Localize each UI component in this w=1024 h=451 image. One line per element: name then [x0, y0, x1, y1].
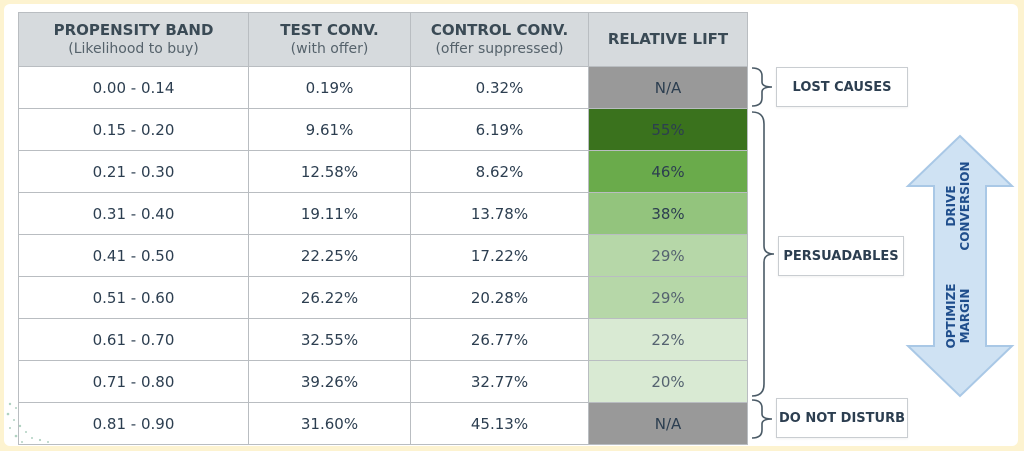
band-cell: 0.15 - 0.20 [18, 108, 249, 151]
test-conv-cell: 19.11% [248, 192, 411, 235]
decorative-dots [6, 402, 49, 443]
control-conv-cell: 8.62% [410, 150, 589, 193]
band-cell: 0.31 - 0.40 [18, 192, 249, 235]
arrow-label-drive-conversion: DRIVE CONVERSION [944, 156, 976, 256]
test-conv-cell: 12.58% [248, 150, 411, 193]
test-conv-cell: 26.22% [248, 276, 411, 319]
test-conv-cell: 22.25% [248, 234, 411, 277]
control-conv-cell: 20.28% [410, 276, 589, 319]
segment-label-lost-causes: LOST CAUSES [776, 67, 908, 107]
table-row: 0.51 - 0.60 26.22% 20.28% 29% [18, 276, 748, 319]
control-conv-cell: 0.32% [410, 66, 589, 109]
band-cell: 0.21 - 0.30 [18, 150, 249, 193]
test-conv-cell: 32.55% [248, 318, 411, 361]
test-conv-cell: 9.61% [248, 108, 411, 151]
header-subtitle: (with offer) [290, 40, 369, 57]
segment-text: LOST CAUSES [792, 79, 892, 95]
table-row: 0.21 - 0.30 12.58% 8.62% 46% [18, 150, 748, 193]
relative-lift-cell: 55% [588, 108, 748, 151]
relative-lift-cell: 22% [588, 318, 748, 361]
brace-do-not-disturb [751, 399, 773, 439]
header-test-conv: TEST CONV. (with offer) [248, 12, 411, 67]
segment-label-do-not-disturb: DO NOT DISTURB [776, 398, 908, 438]
relative-lift-cell: 29% [588, 276, 748, 319]
band-cell: 0.61 - 0.70 [18, 318, 249, 361]
relative-lift-cell: 20% [588, 360, 748, 403]
band-cell: 0.00 - 0.14 [18, 66, 249, 109]
relative-lift-cell: N/A [588, 66, 748, 109]
double-arrow-icon [905, 134, 1015, 398]
relative-lift-cell: 29% [588, 234, 748, 277]
band-cell: 0.71 - 0.80 [18, 360, 249, 403]
relative-lift-cell: 38% [588, 192, 748, 235]
header-title: TEST CONV. [280, 20, 379, 39]
control-conv-cell: 13.78% [410, 192, 589, 235]
relative-lift-cell: 46% [588, 150, 748, 193]
arrow-text-line: OPTIMIZE [944, 283, 958, 349]
table-row: 0.61 - 0.70 32.55% 26.77% 22% [18, 318, 748, 361]
brace-lost-causes [751, 67, 773, 107]
table-row: 0.81 - 0.90 31.60% 45.13% N/A [18, 402, 748, 445]
table-row: 0.00 - 0.14 0.19% 0.32% N/A [18, 66, 748, 109]
arrow-text-line: DRIVE [944, 185, 958, 227]
table-row: 0.15 - 0.20 9.61% 6.19% 55% [18, 108, 748, 151]
band-cell: 0.41 - 0.50 [18, 234, 249, 277]
header-subtitle: (Likelihood to buy) [68, 40, 199, 57]
control-conv-cell: 26.77% [410, 318, 589, 361]
control-conv-cell: 45.13% [410, 402, 589, 445]
header-title: PROPENSITY BAND [53, 20, 214, 39]
header-title: CONTROL CONV. [430, 20, 569, 39]
table-row: 0.71 - 0.80 39.26% 32.77% 20% [18, 360, 748, 403]
propensity-table: PROPENSITY BAND (Likelihood to buy) TEST… [18, 12, 748, 445]
arrow-text-line: CONVERSION [958, 161, 972, 251]
header-propensity-band: PROPENSITY BAND (Likelihood to buy) [18, 12, 249, 67]
header-control-conv: CONTROL CONV. (offer suppressed) [410, 12, 589, 67]
header-title: RELATIVE LIFT [607, 30, 729, 48]
table-row: 0.31 - 0.40 19.11% 13.78% 38% [18, 192, 748, 235]
test-conv-cell: 31.60% [248, 402, 411, 445]
segment-text: PERSUADABLES [783, 248, 899, 264]
relative-lift-cell: N/A [588, 402, 748, 445]
double-arrow: DRIVE CONVERSION OPTIMIZE MARGIN [904, 134, 1016, 398]
segment-text: DO NOT DISTURB [778, 410, 906, 426]
test-conv-cell: 0.19% [248, 66, 411, 109]
brace-persuadables [751, 111, 775, 397]
arrow-label-optimize-margin: OPTIMIZE MARGIN [944, 266, 976, 366]
control-conv-cell: 17.22% [410, 234, 589, 277]
band-cell: 0.51 - 0.60 [18, 276, 249, 319]
test-conv-cell: 39.26% [248, 360, 411, 403]
header-relative-lift: RELATIVE LIFT [588, 12, 748, 67]
band-cell: 0.81 - 0.90 [18, 402, 249, 445]
table-row: 0.41 - 0.50 22.25% 17.22% 29% [18, 234, 748, 277]
arrow-text-line: MARGIN [958, 288, 972, 344]
segment-label-persuadables: PERSUADABLES [778, 236, 904, 276]
header-subtitle: (offer suppressed) [435, 40, 564, 57]
table-header-row: PROPENSITY BAND (Likelihood to buy) TEST… [18, 12, 748, 67]
control-conv-cell: 32.77% [410, 360, 589, 403]
control-conv-cell: 6.19% [410, 108, 589, 151]
